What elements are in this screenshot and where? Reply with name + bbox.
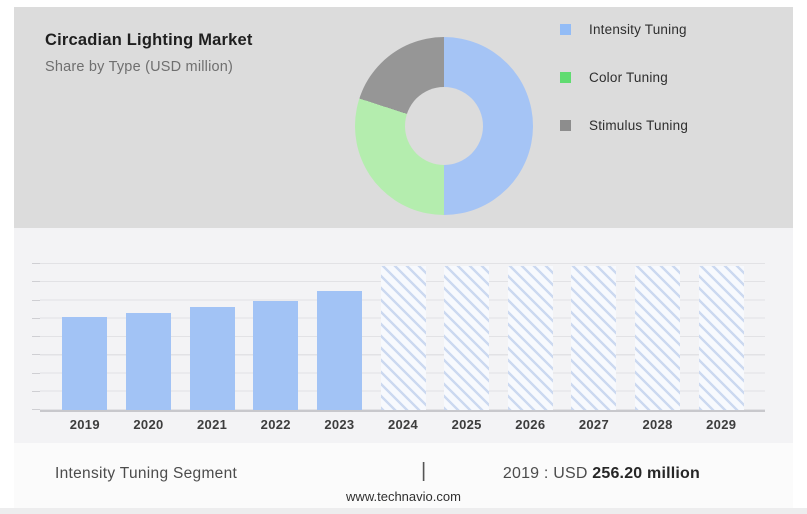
bar-slot-2024 — [371, 263, 435, 410]
bar-series — [53, 263, 753, 410]
value-prefix: 2019 : USD — [502, 465, 593, 482]
actual-bar-2019 — [62, 317, 108, 410]
x-label-2027: 2027 — [578, 417, 609, 432]
legend-swatch — [560, 23, 571, 35]
bar-slot-2022 — [244, 263, 308, 410]
forecast-bar-2026 — [507, 265, 553, 410]
x-label-2022: 2022 — [260, 417, 291, 432]
forecast-bar-2027 — [571, 265, 617, 410]
y-axis-tick — [32, 409, 40, 410]
legend-swatch — [560, 71, 571, 83]
bar-slot-2029 — [689, 263, 753, 410]
actual-bar-2020 — [125, 312, 171, 410]
forecast-bar-2025 — [444, 265, 490, 410]
legend-label: Stimulus Tuning — [589, 117, 689, 133]
legend-label: Color Tuning — [589, 69, 668, 85]
value-callout: 2019 : USD 256.20 million — [503, 465, 700, 483]
segment-label: Intensity Tuning Segment — [55, 465, 238, 482]
actual-bar-2023 — [316, 290, 362, 410]
bar-slot-2020 — [117, 263, 181, 410]
y-axis-tick — [32, 336, 40, 337]
forecast-bar-2029 — [698, 265, 744, 410]
bar-slot-2026 — [498, 263, 562, 410]
x-axis-labels: 2019 2020 2021 2022 2023 2024 2025 2026 2027 2028… — [53, 417, 753, 432]
legend-item-stimulus-tuning: Stimulus Tuning — [560, 117, 688, 133]
x-label-2024: 2024 — [387, 417, 419, 432]
actual-bar-2021 — [189, 307, 235, 410]
x-label-2023: 2023 — [324, 417, 355, 432]
bar-slot-2028 — [626, 263, 690, 410]
y-axis-tick — [32, 299, 40, 301]
page-subtitle: Share by Type (USD million) — [45, 59, 234, 75]
value-bold: 256.20 million — [592, 465, 700, 482]
x-label-2029: 2029 — [706, 417, 737, 432]
footer: Intensity Tuning Segment | 2019 : USD 25… — [14, 443, 793, 514]
legend-item-intensity-tuning: Intensity Tuning — [560, 21, 687, 37]
legend-swatch — [560, 119, 571, 131]
bar-slot-2025 — [435, 263, 499, 410]
donut-chart — [355, 37, 533, 215]
website-url: www.technavio.com — [346, 489, 461, 504]
y-axis-tick — [32, 390, 40, 392]
y-axis-tick — [32, 317, 40, 319]
x-label-2020: 2020 — [133, 417, 164, 432]
y-axis-tick — [32, 281, 40, 283]
bar-slot-2027 — [562, 263, 626, 410]
bar-slot-2023 — [308, 263, 372, 410]
legend: Intensity Tuning Color Tuning Stimulus Tun… — [560, 7, 780, 228]
actual-bar-2022 — [253, 301, 299, 410]
donut-hole — [405, 87, 483, 165]
x-label-2026: 2026 — [515, 417, 546, 432]
y-axis-tick — [32, 263, 40, 264]
x-label-2028: 2028 — [642, 417, 673, 432]
x-label-2019: 2019 — [69, 417, 100, 432]
x-label-2025: 2025 — [451, 417, 482, 432]
bar-slot-2019 — [53, 263, 117, 410]
header-card: Circadian Lighting Market Share by Type … — [14, 7, 793, 228]
bar-chart-card: 2019 2020 2021 2022 2023 2024 2025 2026 2027 2028… — [14, 228, 793, 443]
x-label-2021: 2021 — [197, 417, 228, 432]
legend-item-color-tuning: Color Tuning — [560, 69, 668, 85]
bar-chart-plot — [32, 263, 765, 412]
y-axis-tick — [32, 354, 40, 356]
legend-label: Intensity Tuning — [589, 21, 687, 37]
forecast-bar-2024 — [380, 265, 426, 410]
bar-slot-2021 — [180, 263, 244, 410]
separator: | — [421, 460, 427, 482]
page-title: Circadian Lighting Market — [45, 31, 253, 49]
bottom-edge — [0, 508, 807, 514]
forecast-bar-2028 — [635, 265, 681, 410]
y-axis-tick — [32, 372, 40, 374]
